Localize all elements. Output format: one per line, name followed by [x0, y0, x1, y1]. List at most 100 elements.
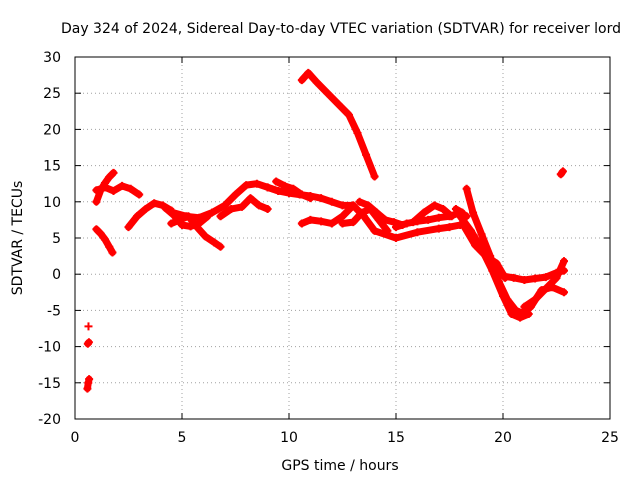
data-point — [317, 217, 326, 226]
data-point — [167, 219, 176, 228]
y-tick-label: -10 — [38, 340, 61, 356]
data-point — [434, 224, 443, 233]
data-point — [272, 177, 281, 186]
series-morning-band — [92, 181, 144, 199]
series-midday-upper — [272, 177, 315, 203]
x-tick-label: 10 — [280, 430, 298, 446]
data-point — [280, 181, 289, 190]
data-point — [242, 181, 251, 190]
data-point — [501, 272, 510, 281]
data-point — [430, 201, 439, 210]
data-point — [509, 273, 518, 282]
plot-frame — [74, 56, 611, 420]
data-point — [327, 219, 336, 228]
data-point — [541, 273, 550, 282]
data-point — [471, 241, 480, 250]
data-point — [227, 205, 236, 214]
data-point — [338, 201, 347, 210]
data-point — [210, 238, 219, 247]
data-point — [216, 212, 225, 221]
data-point — [488, 266, 497, 275]
data-point — [526, 302, 535, 311]
y-axis-title: SDTVAR / TECUs — [10, 181, 26, 296]
data-point — [392, 223, 400, 232]
data-point — [516, 310, 525, 319]
data-point — [186, 222, 195, 231]
data-point — [83, 339, 92, 348]
data-point — [372, 208, 381, 217]
data-point — [323, 89, 332, 98]
data-point — [364, 201, 373, 210]
x-tick-label: 25 — [601, 430, 619, 446]
tick-labels: 0 5 10 15 20 25 -20 -15 -10 -5 0 5 10 15 20 25 30 — [38, 50, 619, 446]
data-point — [182, 212, 191, 221]
y-tick-label: -5 — [47, 303, 61, 319]
data-point — [297, 190, 306, 199]
data-point — [263, 183, 272, 192]
data-point — [289, 184, 298, 193]
data-point — [108, 248, 117, 257]
data-point — [160, 203, 169, 212]
data-point — [252, 179, 261, 188]
series-night-recovery-b — [520, 257, 568, 311]
series-night-recovery-c — [516, 283, 568, 319]
data-point — [338, 219, 347, 228]
data-point — [207, 208, 216, 217]
y-tick-label: 25 — [43, 86, 61, 102]
data-point — [559, 257, 568, 266]
data-point — [357, 208, 366, 217]
data-point — [109, 168, 118, 177]
data-point — [548, 283, 557, 292]
series-evening-arc — [409, 201, 456, 227]
data-point — [133, 212, 142, 221]
data-point — [447, 212, 456, 221]
chart-title: Day 324 of 2024, Sidereal Day-to-day VTE… — [61, 21, 621, 37]
data-point — [150, 199, 159, 208]
series-lone-lower-2 — [83, 338, 93, 348]
data-point — [434, 213, 443, 222]
x-axis-title: GPS time / hours — [281, 458, 398, 474]
data-point — [381, 215, 390, 224]
data-point — [531, 274, 540, 283]
data-point — [477, 230, 486, 239]
data-point — [231, 190, 240, 199]
data-point — [92, 186, 101, 195]
data-point — [402, 219, 411, 228]
series-line — [298, 69, 379, 180]
data-point — [141, 205, 150, 214]
data-point — [334, 100, 343, 109]
data-point — [178, 220, 186, 229]
data-point — [306, 194, 315, 203]
data-point — [96, 229, 105, 238]
x-tick-label: 5 — [178, 430, 187, 446]
series-lone-lower-1 — [83, 375, 94, 393]
data-point — [344, 110, 353, 119]
data-point — [201, 232, 210, 241]
y-tick-label: 0 — [52, 267, 61, 283]
data-point — [237, 202, 246, 211]
data-point — [85, 375, 94, 384]
y-tick-label: 10 — [43, 195, 61, 211]
data-point — [370, 226, 379, 235]
data-point — [520, 275, 529, 284]
data-point — [469, 208, 478, 217]
data-point — [312, 78, 321, 87]
data-point — [105, 242, 114, 251]
data-point — [558, 167, 567, 176]
data-point — [195, 213, 204, 222]
y-tick-label: -20 — [38, 412, 61, 428]
data-point — [306, 215, 315, 224]
data-point — [169, 208, 178, 217]
data-point — [462, 184, 471, 193]
data-point — [126, 184, 135, 193]
series-line — [520, 257, 568, 311]
series-lone-late — [556, 167, 567, 179]
data-point — [109, 186, 118, 195]
data-point — [451, 205, 460, 214]
data-point — [492, 259, 501, 268]
data-point — [317, 194, 326, 203]
data-point — [338, 212, 347, 221]
y-tick-label: -15 — [38, 376, 61, 392]
data-point — [84, 338, 93, 347]
y-tick-label: 20 — [43, 122, 61, 138]
